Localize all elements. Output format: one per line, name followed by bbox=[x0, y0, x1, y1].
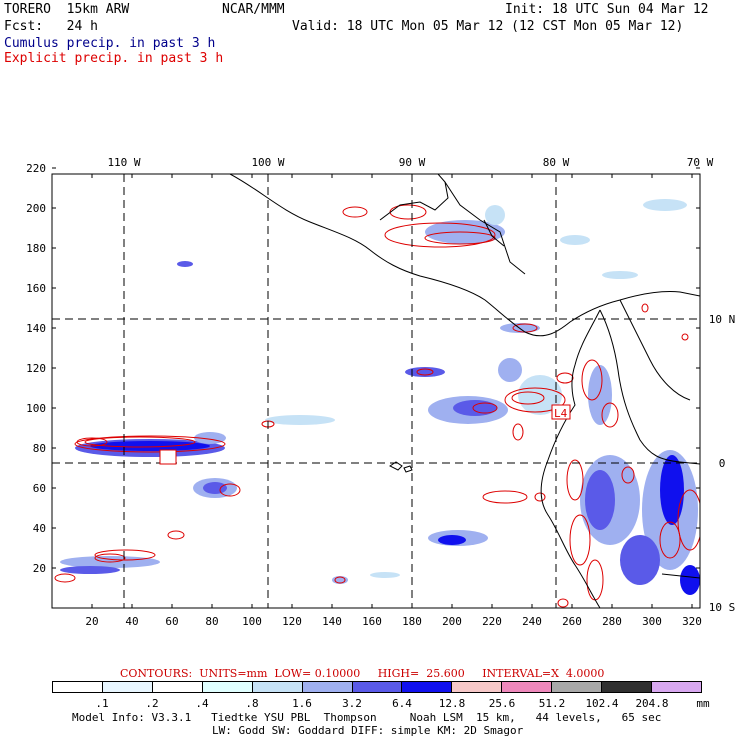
longitude-labels: 110 W 100 W 90 W 80 W 70 W bbox=[107, 156, 713, 169]
legend-cumulus: Cumulus precip. in past 3 h bbox=[4, 36, 216, 51]
colorbar-swatch bbox=[502, 682, 553, 692]
x-tick-label: 220 bbox=[482, 615, 502, 628]
colorbar-swatch bbox=[102, 682, 153, 692]
valid-time: Valid: 18 UTC Mon 05 Mar 12 (12 CST Mon … bbox=[292, 19, 684, 34]
lon-label: 70 W bbox=[687, 156, 714, 169]
colorbar-label: .4 bbox=[195, 697, 209, 710]
y-tick-label: 120 bbox=[26, 362, 46, 375]
cumulus-precip-areas bbox=[60, 199, 700, 595]
colorbar-label: 6.4 bbox=[392, 697, 412, 710]
x-tick-label: 80 bbox=[205, 615, 218, 628]
y-tick-label: 180 bbox=[26, 242, 46, 255]
lat-label: 0 bbox=[719, 457, 726, 470]
y-tick-label: 60 bbox=[33, 482, 46, 495]
lon-label: 100 W bbox=[251, 156, 284, 169]
x-tick-label: 240 bbox=[522, 615, 542, 628]
x-tick-label: 200 bbox=[442, 615, 462, 628]
x-tick-label: 260 bbox=[562, 615, 582, 628]
x-tick-label: 300 bbox=[642, 615, 662, 628]
x-tick-label: 180 bbox=[402, 615, 422, 628]
y-tick-label: 200 bbox=[26, 202, 46, 215]
physics-info: LW: Godd SW: Goddard DIFF: simple KM: 2D… bbox=[212, 724, 524, 737]
x-tick-label: 100 bbox=[242, 615, 262, 628]
model-name: TORERO 15km ARW bbox=[4, 2, 130, 17]
colorbar-swatch bbox=[53, 682, 103, 692]
colorbar-swatch bbox=[452, 682, 503, 692]
latitude-labels: 10 N 0 10 S bbox=[709, 313, 736, 614]
lon-label: 110 W bbox=[107, 156, 140, 169]
colorbar-swatch bbox=[202, 682, 253, 692]
colorbar-label: 51.2 bbox=[538, 697, 566, 710]
colorbar-swatch bbox=[302, 682, 353, 692]
y-axis: 20 40 60 80 100 120 140 160 180 200 220 bbox=[26, 162, 700, 575]
low-marker-box bbox=[159, 449, 177, 465]
y-tick-label: 160 bbox=[26, 282, 46, 295]
x-tick-label: 60 bbox=[165, 615, 178, 628]
y-tick-label: 140 bbox=[26, 322, 46, 335]
colorbar-swatch bbox=[602, 682, 653, 692]
model-info: Model Info: V3.3.1 Tiedtke YSU PBL Thomp… bbox=[72, 711, 662, 724]
legend-explicit: Explicit precip. in past 3 h bbox=[4, 51, 224, 66]
colorbar-unit: mm bbox=[696, 697, 710, 710]
lon-label: 80 W bbox=[543, 156, 570, 169]
init-time: Init: 18 UTC Sun 04 Mar 12 bbox=[505, 2, 709, 17]
x-tick-label: 140 bbox=[322, 615, 342, 628]
low-center-label: L4 bbox=[554, 407, 568, 420]
colorbar-label: 12.8 bbox=[438, 697, 466, 710]
colorbar-swatch bbox=[252, 682, 303, 692]
forecast-hour: Fcst: 24 h bbox=[4, 19, 98, 34]
x-tick-label: 280 bbox=[602, 615, 622, 628]
y-tick-label: 220 bbox=[26, 162, 46, 175]
x-tick-label: 320 bbox=[682, 615, 702, 628]
low-center-box bbox=[551, 404, 571, 420]
y-tick-label: 40 bbox=[33, 522, 46, 535]
colorbar-label: 3.2 bbox=[342, 697, 362, 710]
x-tick-label: 40 bbox=[125, 615, 138, 628]
colorbar-swatch bbox=[352, 682, 403, 692]
lon-label: 90 W bbox=[399, 156, 426, 169]
colorbar-label: .1 bbox=[95, 697, 109, 710]
colorbar-swatch bbox=[652, 682, 701, 692]
y-tick-label: 100 bbox=[26, 402, 46, 415]
colorbar-label: .8 bbox=[245, 697, 259, 710]
colorbar-label: 1.6 bbox=[292, 697, 312, 710]
x-axis: 20 40 60 80 100 120 140 160 180 200 220 240 260 280 30… bbox=[85, 174, 702, 628]
colorbar-label: .2 bbox=[145, 697, 159, 710]
colorbar-label: 102.4 bbox=[585, 697, 619, 710]
contour-info: CONTOURS: UNITS=mm LOW= 0.10000 HIGH= 25… bbox=[120, 667, 605, 680]
y-tick-label: 20 bbox=[33, 562, 46, 575]
x-tick-label: 20 bbox=[85, 615, 98, 628]
lat-label: 10 S bbox=[709, 601, 736, 614]
x-tick-label: 120 bbox=[282, 615, 302, 628]
y-tick-label: 80 bbox=[33, 442, 46, 455]
colorbar-swatch bbox=[402, 682, 453, 692]
colorbar-label: 204.8 bbox=[635, 697, 669, 710]
coastlines bbox=[229, 174, 700, 608]
colorbar bbox=[52, 681, 702, 693]
lat-label: 10 N bbox=[709, 313, 736, 326]
colorbar-swatch bbox=[552, 682, 603, 692]
colorbar-swatch bbox=[152, 682, 203, 692]
plot-frame bbox=[51, 173, 701, 609]
colorbar-label: 25.6 bbox=[488, 697, 516, 710]
x-tick-label: 160 bbox=[362, 615, 382, 628]
organization: NCAR/MMM bbox=[222, 2, 285, 17]
